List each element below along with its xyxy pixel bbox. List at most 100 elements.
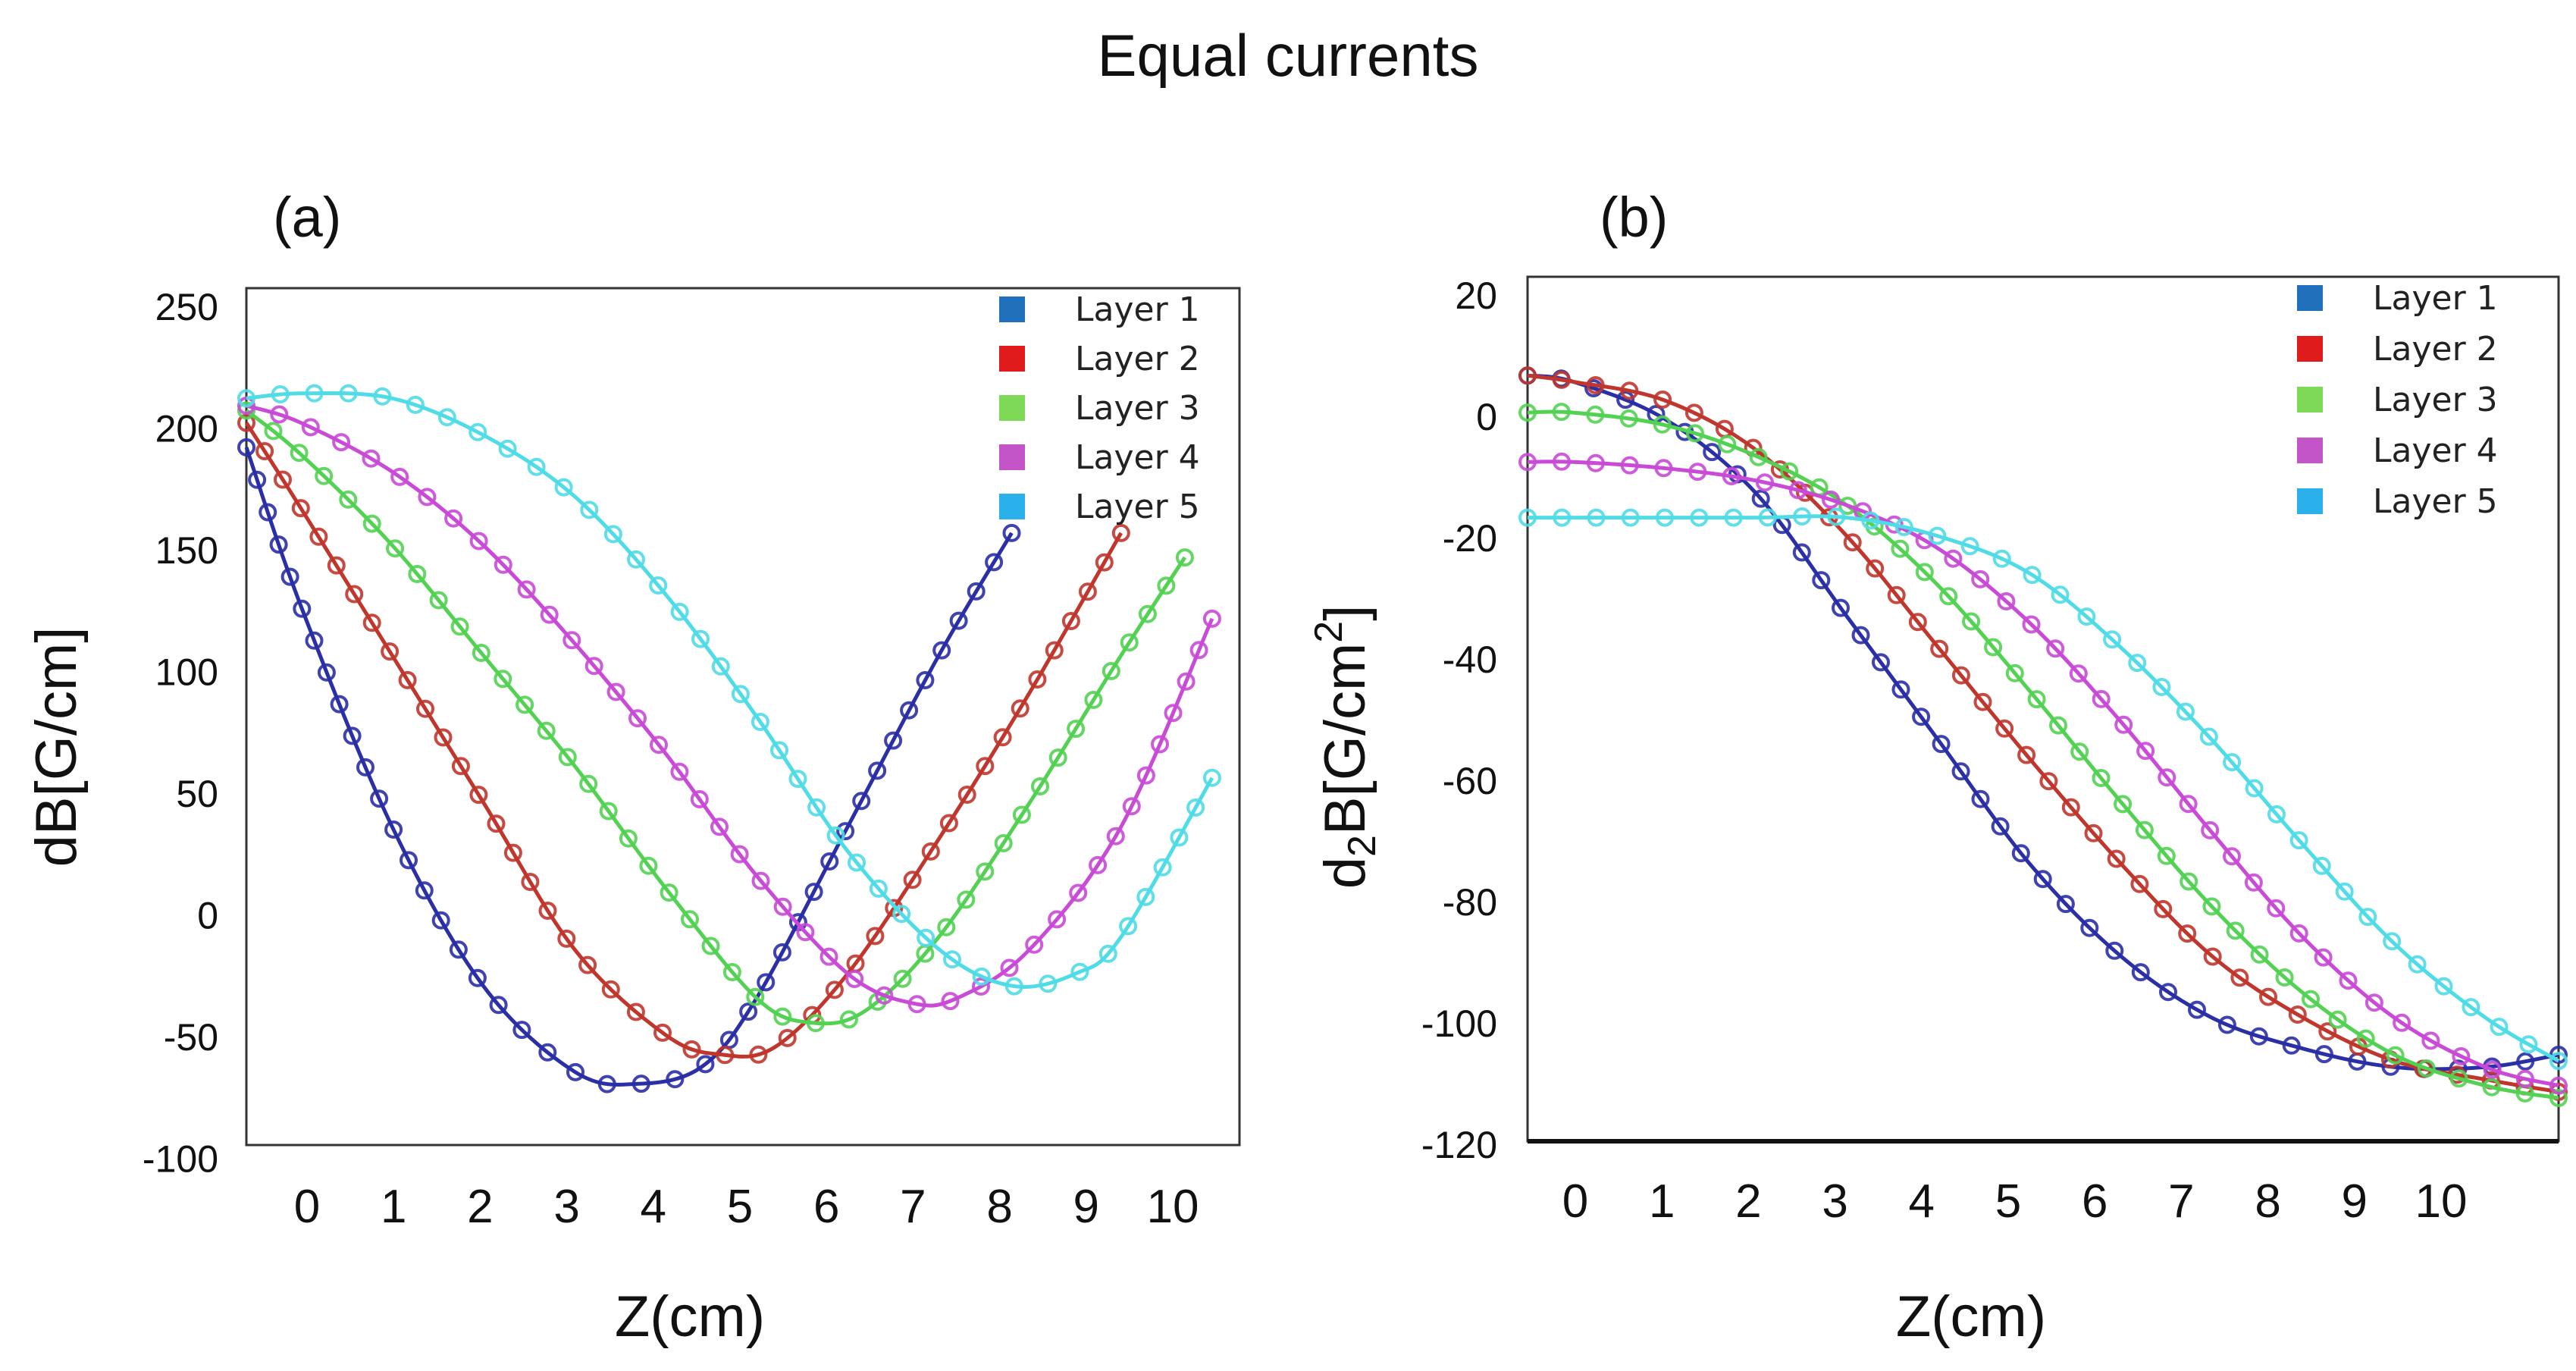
panel-b-layer-5-marker [1656,508,1674,527]
panel-b-layer-2-marker [2107,849,2126,868]
panel-b-layer-3-marker [1891,539,1910,558]
panel-a-layer-1-marker [468,968,487,987]
panel-a-layer-2-marker [716,1046,735,1065]
panel-a-layer-3-marker [701,936,720,955]
panel-a-layer-5-marker [527,457,546,476]
panel-b-layer-3-marker [1780,462,1799,481]
panel-b-layer-4-marker [2549,1076,2568,1095]
panel-a-layer-1-marker [237,438,255,456]
panel-a-layer-2-marker [866,927,885,946]
panel-b-layer-2-marker [1887,585,1906,604]
panel-b-layer-1-marker [1832,598,1850,617]
panel-b-layer-1-marker [1991,817,2010,836]
panel-a-layer-5-marker [943,950,961,969]
panel-b-legend-label: Layer 5 [2373,482,2498,521]
panel-a-layer-3-marker [450,617,469,636]
panel-b-layer-1-marker [2159,983,2177,1002]
panel-b-layer-5-marker [1827,507,1846,526]
panel-a-x-tick-label: 2 [467,1181,493,1233]
panel-b-layer-5-marker [2312,856,2331,875]
panel-b-legend-swatch [2297,285,2323,311]
panel-a-y-tick-label: 150 [155,529,218,572]
panel-a-layer-1-marker [916,671,935,689]
panel-b-layer-5-marker [2519,1035,2538,1054]
panel-b-legend-label: Layer 1 [2373,279,2498,318]
panel-a-layer-2-marker [255,442,274,460]
panel-b-layer-5-marker [2223,753,2242,772]
panel-a-layer-1-marker [415,881,434,900]
panel-a-layer-2-marker [957,786,976,804]
panel-b-layer-5-marker [1690,508,1709,527]
panel-b-layer-2-marker [2017,745,2036,764]
panel-b-layer-2-marker [1973,692,1992,711]
panel-b-layer-5-marker [2335,882,2354,901]
panel-a-layer-5-marker [788,770,807,789]
panel-a-layer-1-marker [280,567,299,586]
panel-a-layer-1-marker [566,1062,584,1081]
panel-a-layer-1-marker [259,503,277,522]
panel-b-legend-label: Layer 4 [2373,431,2498,470]
panel-b-y-tick-label: 20 [1455,275,1497,317]
panel-a-layer-3-marker [681,910,699,929]
panel-a-layer-3-marker [537,721,556,740]
panel-b-layer-5-marker [1861,511,1880,530]
panel-a-layer-1-marker [949,611,968,630]
panel-a-x-tick-label: 4 [641,1181,666,1233]
panel-b-y-tick-label: -60 [1443,760,1497,802]
panel-a-layer-2-marker [237,413,255,432]
panel-a-layer-1-marker [248,470,267,489]
panel-a-layer-2-marker [749,1045,768,1064]
panel-a-layer-1-marker [538,1043,557,1062]
panel-a-y-tick-label: 200 [155,408,218,450]
panel-b-layer-5-marker [2128,654,2147,673]
panel-b-layer-1-marker [2282,1036,2301,1055]
panel-a-layer-3-marker [937,918,956,936]
panel-a-x-axis-label: Z(cm) [615,1285,765,1349]
panel-a-legend-label: Layer 4 [1075,438,1200,477]
panel-a-x-tick-label: 3 [553,1181,579,1233]
panel-a-series-layer-3 [245,409,1186,1026]
panel-a-layer-3-marker [1120,633,1139,652]
panel-b-legend-swatch [2297,438,2323,463]
panel-b-layer-3-marker [2250,945,2269,964]
panel-a-layer-1-marker [804,883,823,902]
panel-b-layer-3-marker [2417,1059,2436,1078]
panel-b-layer-1-marker [2131,963,2150,982]
panel-b-series-layer-3 [1527,409,2559,1100]
panel-a-layer-3-marker [408,565,427,583]
panel-a-layer-4-marker [494,555,512,574]
panel-b-layer-5-marker [1793,507,1812,525]
panel-b-legend-swatch [2297,488,2323,514]
panel-a-layer-4-marker [972,977,990,996]
panel-b-layer-3-marker [2386,1046,2405,1065]
panel-b-layer-4-marker [2114,715,2133,734]
panel-a-legend-swatch [999,444,1025,470]
panel-a-layer-1-marker [932,641,951,660]
panel-a-layer-1-marker [967,582,986,601]
panel-b-layer-4-marker [2022,615,2041,634]
panel-a-legend-label: Layer 5 [1075,488,1200,526]
panel-a-layer-2-marker [921,842,940,861]
panel-a-layer-1-marker [370,789,389,808]
panel-a-layer-2-marker [778,1028,797,1047]
panel-a-layer-2-marker [653,1023,672,1042]
panel-a-layer-5-marker [649,576,668,595]
panel-a-legend-swatch [999,395,1025,421]
panel-a-legend-label: Layer 2 [1075,340,1200,378]
panel-b-layer-5-marker [1621,508,1640,527]
panel-a-legend: Layer 1 Layer 2 Layer 3 Layer 4 Layer 5 [999,290,1200,526]
panel-a-layer-5-marker [1098,944,1117,963]
panel-b-layer-2-marker [1552,370,1571,389]
panel-b-layer-2-marker [2154,899,2173,918]
panel-b-layer-2-marker [1653,391,1672,409]
panel-a-layer-5-marker [848,853,866,872]
panel-a-layer-5-marker [1070,962,1089,981]
panel-b-y-ticks: 20 0 -20 -40 -60 -80 -100 -120 [1421,275,1497,1166]
panel-a-layer-4-marker [670,762,689,781]
panel-a-series-layer-2 [244,422,1123,1059]
panel-b-layer-4-marker [1756,473,1774,492]
panel-a-layer-3-marker [290,444,309,463]
panel-b-layer-2-marker [2203,947,2222,966]
panel-a-layer-5-marker [869,879,888,898]
